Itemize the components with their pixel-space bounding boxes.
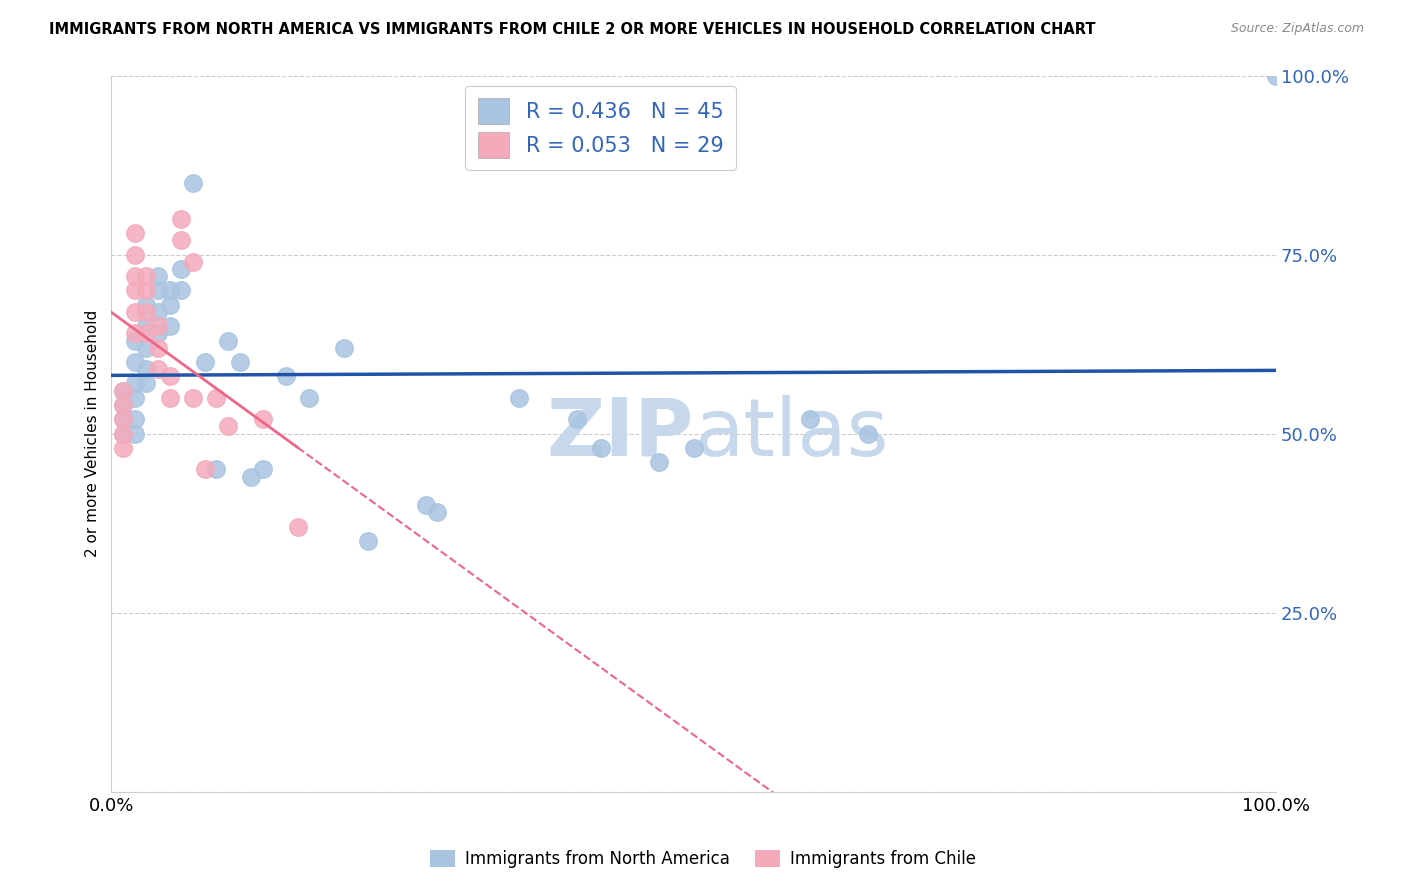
Point (112, 441, 135, 455)
Point (508, 391, 530, 405)
Point (112, 384, 135, 398)
Point (146, 305, 169, 319)
Point (124, 305, 146, 319)
Legend: Immigrants from North America, Immigrants from Chile: Immigrants from North America, Immigrant… (423, 843, 983, 875)
Point (1265, 69, 1288, 83)
Text: Source: ZipAtlas.com: Source: ZipAtlas.com (1230, 22, 1364, 36)
Text: ZIP: ZIP (547, 394, 693, 473)
Point (112, 426, 135, 441)
Point (124, 334, 146, 348)
Point (124, 376, 146, 391)
Point (124, 226, 146, 240)
Point (146, 341, 169, 355)
Point (589, 441, 612, 455)
Point (146, 268, 169, 283)
Y-axis label: 2 or more Vehicles in Household: 2 or more Vehicles in Household (86, 310, 100, 558)
Point (146, 319, 169, 334)
Point (333, 341, 356, 355)
Point (135, 284, 157, 298)
Point (112, 398, 135, 412)
Point (135, 376, 157, 391)
Point (124, 412, 146, 426)
Point (567, 412, 589, 426)
Point (799, 412, 821, 426)
Point (170, 211, 193, 226)
Legend: R = 0.436   N = 45, R = 0.053   N = 29: R = 0.436 N = 45, R = 0.053 N = 29 (465, 86, 735, 170)
Point (124, 355, 146, 369)
Point (181, 391, 204, 405)
Point (135, 268, 157, 283)
Point (159, 319, 181, 334)
Point (159, 298, 181, 312)
Point (287, 519, 309, 533)
Point (135, 298, 157, 312)
Point (228, 355, 250, 369)
Point (124, 391, 146, 405)
Text: IMMIGRANTS FROM NORTH AMERICA VS IMMIGRANTS FROM CHILE 2 OR MORE VEHICLES IN HOU: IMMIGRANTS FROM NORTH AMERICA VS IMMIGRA… (49, 22, 1095, 37)
Point (181, 254, 204, 268)
Point (146, 326, 169, 341)
Point (112, 426, 135, 441)
Point (146, 284, 169, 298)
Point (356, 534, 378, 549)
Point (135, 341, 157, 355)
Point (124, 326, 146, 341)
Point (135, 305, 157, 319)
Point (135, 319, 157, 334)
Point (252, 412, 274, 426)
Point (181, 176, 204, 190)
Point (135, 326, 157, 341)
Point (217, 334, 239, 348)
Point (170, 261, 193, 276)
Point (124, 268, 146, 283)
Text: atlas: atlas (693, 394, 889, 473)
Point (217, 419, 239, 434)
Point (648, 455, 671, 469)
Point (112, 398, 135, 412)
Point (124, 426, 146, 441)
Point (170, 284, 193, 298)
Point (426, 505, 449, 519)
Point (112, 384, 135, 398)
Point (135, 362, 157, 376)
Point (415, 498, 437, 512)
Point (124, 247, 146, 261)
Point (112, 412, 135, 426)
Point (298, 391, 321, 405)
Point (159, 391, 181, 405)
Point (682, 441, 704, 455)
Point (159, 369, 181, 384)
Point (274, 369, 297, 384)
Point (194, 355, 217, 369)
Point (205, 462, 228, 476)
Point (252, 462, 274, 476)
Point (112, 412, 135, 426)
Point (194, 462, 217, 476)
Point (240, 469, 263, 483)
Point (146, 362, 169, 376)
Point (124, 284, 146, 298)
Point (858, 426, 880, 441)
Point (170, 233, 193, 247)
Point (159, 284, 181, 298)
Point (205, 391, 228, 405)
